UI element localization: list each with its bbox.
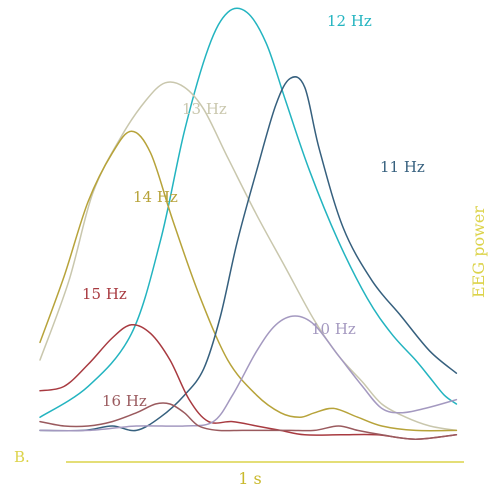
series-label-11-hz: 11 Hz: [380, 158, 425, 176]
series-label-12-hz: 12 Hz: [327, 12, 372, 30]
series-line-11-hz: [40, 77, 456, 431]
scale-bar-label: 1 s: [238, 469, 261, 487]
series-label-15-hz: 15 Hz: [82, 285, 127, 303]
series-label-16-hz: 16 Hz: [102, 392, 147, 410]
series-label-14-hz: 14 Hz: [133, 188, 178, 206]
series-line-14-hz: [40, 131, 456, 431]
series-line-12-hz: [40, 8, 456, 417]
series-labels: 12 Hz 13 Hz 14 Hz 11 Hz 15 Hz 10 Hz 16 Hz: [82, 12, 425, 410]
series-lines: [40, 8, 456, 439]
y-axis-label: EEG power: [469, 206, 488, 298]
series-line-13-hz: [40, 82, 456, 430]
panel-label: B.: [14, 448, 30, 466]
series-label-10-hz: 10 Hz: [311, 320, 356, 338]
series-line-15-hz: [40, 325, 456, 439]
series-label-13-hz: 13 Hz: [182, 100, 227, 118]
